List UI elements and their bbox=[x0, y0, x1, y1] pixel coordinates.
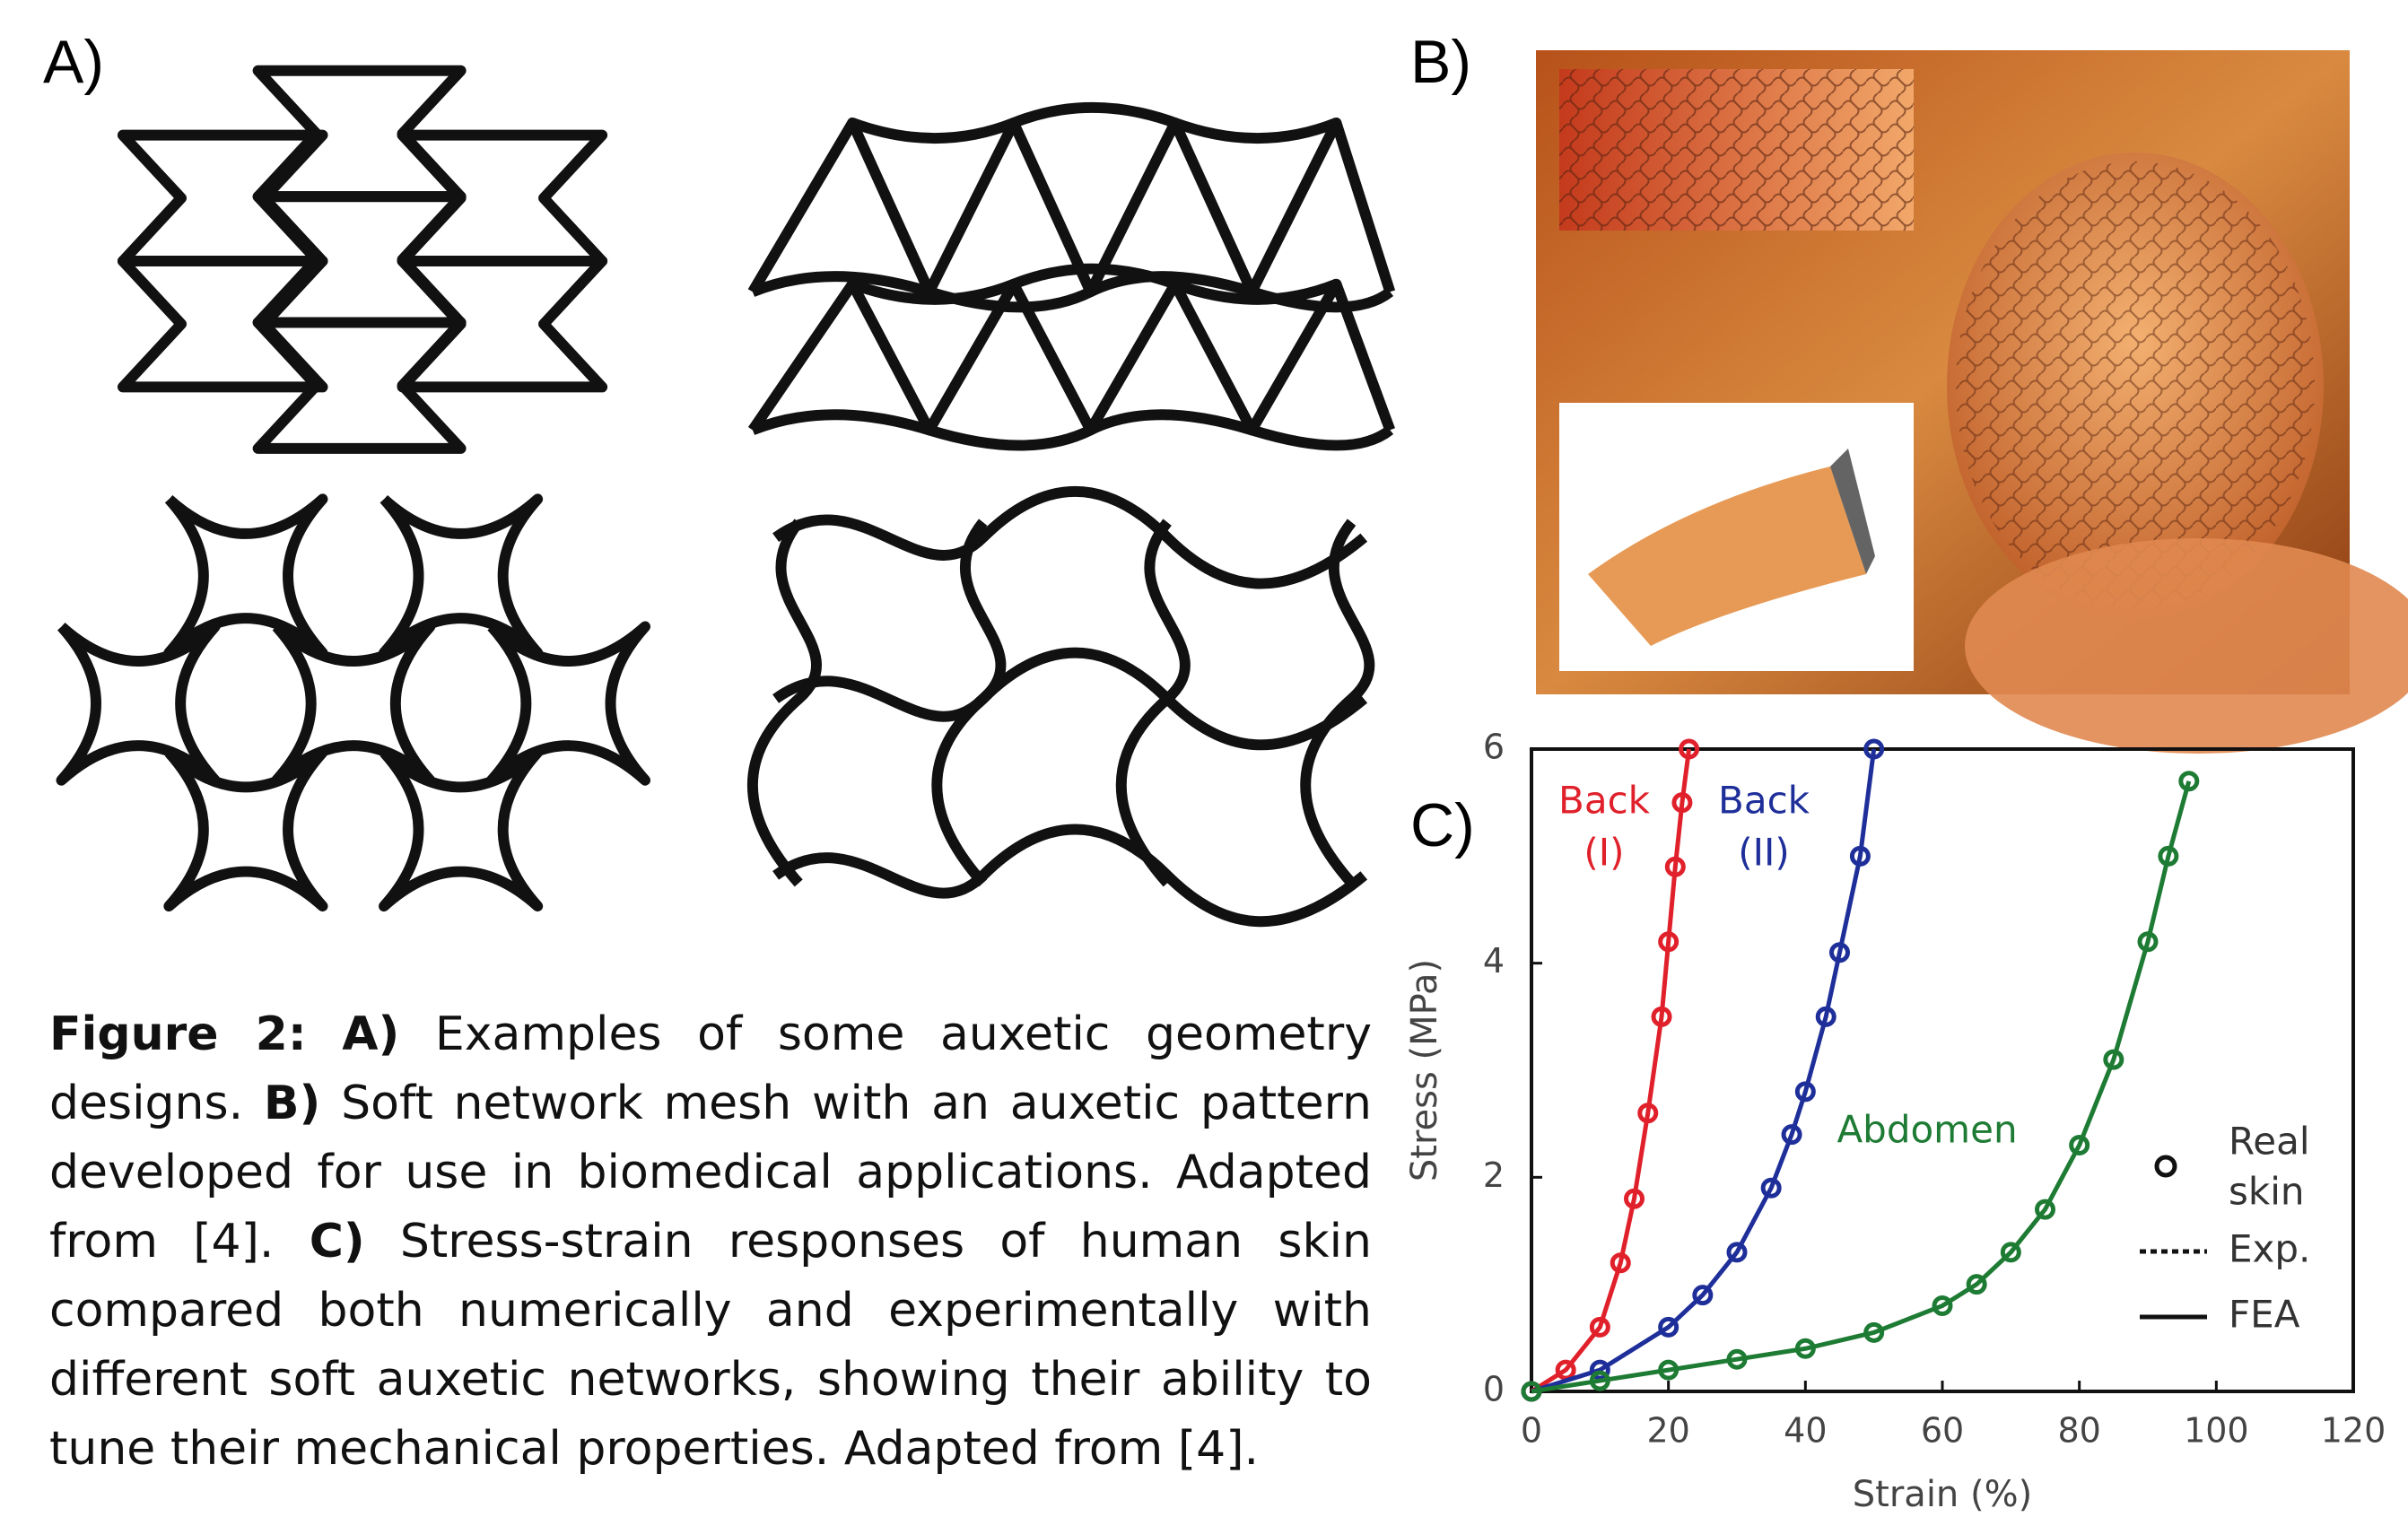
legend-label: FEA bbox=[2229, 1293, 2300, 1337]
y-tick-label: 4 bbox=[1483, 941, 1505, 981]
panel-label: A) bbox=[43, 28, 104, 96]
photo bbox=[1536, 50, 2408, 754]
y-tick-label: 2 bbox=[1483, 1155, 1505, 1195]
wave bbox=[852, 108, 1336, 138]
series-label: (II) bbox=[1738, 831, 1790, 875]
star-cell bbox=[61, 626, 214, 780]
legend-marker bbox=[2157, 1157, 2175, 1175]
panel-label: B) bbox=[1410, 28, 1471, 96]
x-tick-label: 100 bbox=[2184, 1411, 2249, 1451]
star-cell bbox=[276, 626, 430, 780]
x-axis-label: Strain (%) bbox=[1853, 1474, 2032, 1515]
chart: 0 20 40 60 80 100 120 0 2 4 6 Strain (%) Stress (MPa… bbox=[1404, 728, 2386, 1516]
y-tick-label: 6 bbox=[1483, 728, 1505, 767]
wave bbox=[753, 414, 1390, 445]
series-label: Back bbox=[1558, 779, 1651, 823]
fea-line bbox=[1531, 749, 1874, 1391]
y-tick-label: 0 bbox=[1483, 1370, 1505, 1409]
star-cell bbox=[384, 753, 537, 906]
legend-label: skin bbox=[2229, 1170, 2305, 1214]
curve bbox=[937, 522, 1000, 883]
page: A) B) C) 0 20 40 60 80 100 120 0 2 4 6 Strain (%) St… bbox=[0, 0, 2408, 1517]
caption-figure: Figure 2: bbox=[49, 1007, 307, 1061]
series-label: Abdomen bbox=[1837, 1108, 2017, 1152]
y-axis-label: Stress (MPa) bbox=[1404, 959, 1445, 1181]
fea-line bbox=[1531, 781, 2189, 1391]
x-tick-label: 80 bbox=[2057, 1411, 2100, 1451]
x-tick-label: 40 bbox=[1784, 1411, 1827, 1451]
curve bbox=[776, 829, 1365, 921]
star-cell bbox=[169, 499, 322, 652]
x-tick-label: 20 bbox=[1646, 1411, 1689, 1451]
star-cell bbox=[492, 626, 645, 780]
series-label: (I) bbox=[1584, 831, 1624, 875]
curve bbox=[776, 492, 1365, 584]
star-cell bbox=[169, 753, 322, 906]
caption-label: B) bbox=[264, 1077, 320, 1130]
legend-label: Real bbox=[2229, 1120, 2310, 1164]
auxetic-patterns bbox=[61, 71, 1390, 921]
x-tick-label: 60 bbox=[1921, 1411, 1964, 1451]
curve bbox=[753, 522, 816, 883]
caption-label: A) bbox=[342, 1007, 399, 1061]
star-cell bbox=[384, 499, 537, 652]
curve bbox=[776, 653, 1365, 745]
panel-label: C) bbox=[1410, 791, 1475, 859]
legend-label: Exp. bbox=[2229, 1227, 2310, 1271]
series-label: Back bbox=[1718, 779, 1810, 823]
caption: Figure 2: A) Examples of some auxetic ge… bbox=[49, 1000, 1372, 1484]
x-tick-label: 120 bbox=[2321, 1411, 2386, 1451]
caption-label: C) bbox=[310, 1215, 365, 1269]
x-tick-label: 0 bbox=[1521, 1411, 1542, 1451]
